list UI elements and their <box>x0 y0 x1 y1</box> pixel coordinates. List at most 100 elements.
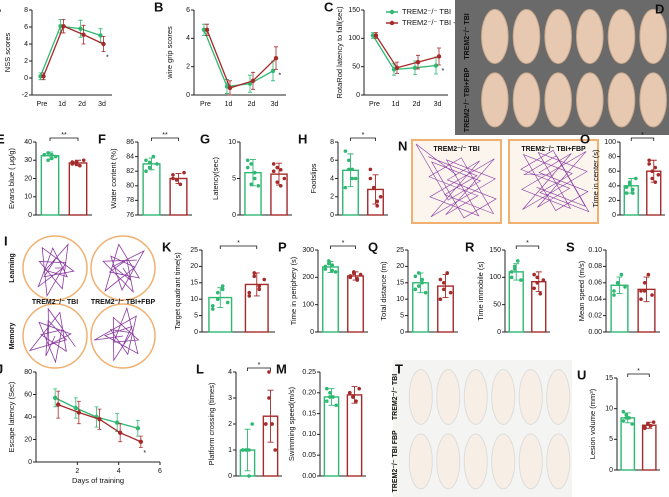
trajectory <box>94 306 140 362</box>
data-point <box>634 176 638 181</box>
series-line <box>42 25 104 77</box>
data-point <box>512 264 517 269</box>
data-point <box>650 169 655 173</box>
image-label: Learning <box>9 253 16 283</box>
data-point <box>262 277 267 282</box>
y-tick-label: 2 <box>330 194 334 201</box>
image-label: TREM2⁻/⁻ TBI <box>392 374 399 420</box>
data-point <box>182 170 186 175</box>
significance: * <box>442 68 445 75</box>
data-point <box>324 399 329 403</box>
y-tick-label: 5 <box>400 312 404 319</box>
data-point <box>328 391 332 395</box>
data-point <box>171 173 175 177</box>
trajectory <box>102 243 145 294</box>
image-label: TREM2⁻/⁻ TBI <box>464 13 471 59</box>
data-point <box>330 268 335 273</box>
marker <box>394 65 400 71</box>
panel-letter: O <box>580 131 590 146</box>
y-tick-label: 6 <box>24 24 28 31</box>
error-bar <box>253 272 260 297</box>
y-tick-label: 5 <box>194 312 198 319</box>
trajectory <box>415 143 497 219</box>
data-point <box>323 264 328 269</box>
panel-letter: M <box>276 361 287 376</box>
panel-letter: C <box>324 0 334 14</box>
x-tick-label: 1d <box>58 101 66 108</box>
data-point <box>263 422 268 426</box>
error-bar <box>244 428 251 472</box>
y-tick-label: 0 <box>612 212 616 219</box>
y-tick-label: 0 <box>24 75 28 82</box>
brain-slice <box>544 8 572 64</box>
y-tick-label: 0.06 <box>588 280 602 287</box>
significance: ** <box>162 132 168 139</box>
brain-slice <box>408 369 433 425</box>
data-point <box>333 270 338 274</box>
marker <box>373 33 379 38</box>
significance-bracket <box>330 245 356 249</box>
data-point <box>324 386 329 391</box>
image-label: TREM2⁻/⁻ TBI FBP <box>392 430 399 493</box>
data-point <box>368 167 373 172</box>
data-point <box>144 169 148 173</box>
data-point <box>278 184 283 188</box>
y-tick-label: 2 <box>228 421 232 428</box>
error-bar <box>328 388 335 406</box>
marker <box>55 402 61 407</box>
trajectory <box>37 243 75 298</box>
y-axis-label: NSS scores <box>3 32 12 72</box>
data-point <box>621 409 626 414</box>
significance: * <box>641 132 644 139</box>
data-point <box>630 187 635 192</box>
y-tick-label: 50 <box>493 302 501 309</box>
y-tick-label: 76 <box>126 212 134 219</box>
data-point <box>220 287 225 292</box>
data-point <box>328 395 332 399</box>
marker <box>135 426 141 431</box>
significance-bracket <box>219 245 258 249</box>
data-point <box>42 152 47 157</box>
y-tick-label: 40 <box>24 139 32 146</box>
data-point <box>653 165 658 170</box>
data-point <box>252 170 257 175</box>
y-tick-label: 0.15 <box>302 410 316 417</box>
marker <box>415 59 421 65</box>
y-tick-label: 5 <box>232 175 236 182</box>
y-tick-label: 0.20 <box>302 390 316 397</box>
data-point <box>50 152 54 157</box>
error-bar <box>646 421 653 429</box>
y-tick-label: 0.02 <box>588 312 602 319</box>
panel-letter: P <box>278 239 287 254</box>
data-point <box>270 422 274 426</box>
marker <box>436 54 442 59</box>
marker <box>76 410 82 415</box>
data-point <box>346 167 351 172</box>
marker <box>61 23 66 29</box>
panel-letter: T <box>395 361 403 376</box>
data-point <box>642 281 647 285</box>
y-tick-label: 78 <box>126 197 134 204</box>
y-tick-label: 10 <box>605 406 613 413</box>
data-point <box>247 474 251 478</box>
y-tick-label: 0.05 <box>302 452 316 459</box>
y-tick-label: 25 <box>396 247 404 254</box>
marker <box>114 420 120 425</box>
y-tick-label: 0 <box>28 459 32 466</box>
brain-slice <box>481 8 509 64</box>
data-point <box>509 275 514 280</box>
y-tick-label: 1 <box>228 447 232 454</box>
data-point <box>420 281 425 285</box>
y-tick-label: 15 <box>190 280 198 287</box>
data-point <box>647 158 651 163</box>
data-point <box>371 185 376 190</box>
x-tick-label: 1d <box>392 101 400 108</box>
data-point <box>275 180 280 184</box>
series-line <box>203 29 274 88</box>
series-line <box>206 29 277 89</box>
marker <box>204 27 210 33</box>
y-tick-label: 20 <box>24 436 32 443</box>
y-axis-label: Escape latency (Sec) <box>7 381 16 452</box>
marker <box>101 41 106 47</box>
brain-slice <box>607 8 636 64</box>
